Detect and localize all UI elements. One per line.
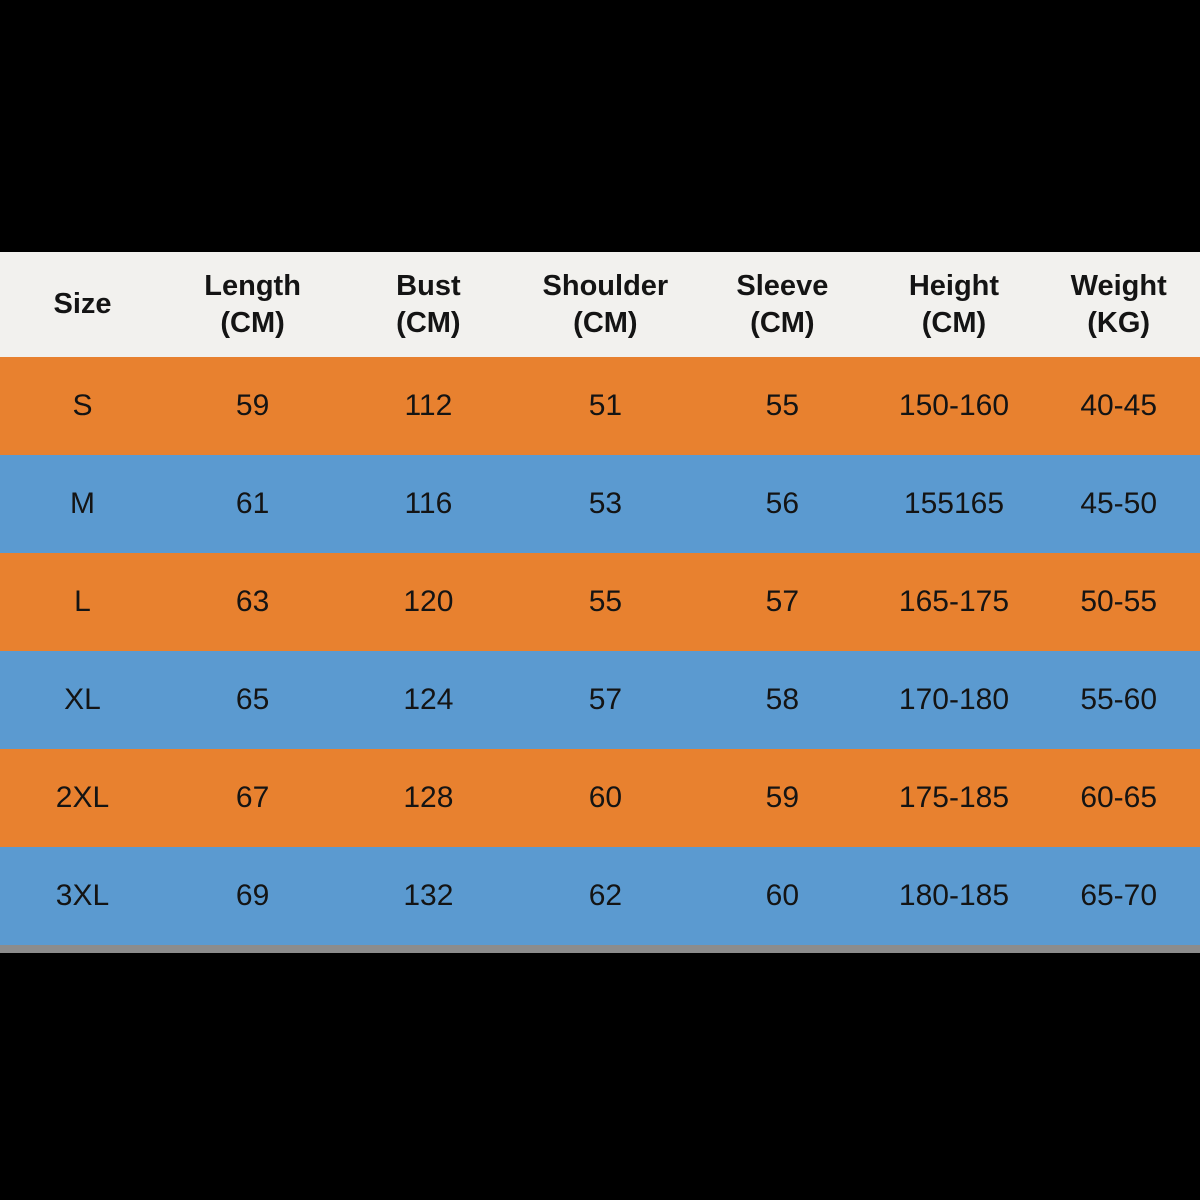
table-cell: 150-160 bbox=[870, 357, 1038, 455]
table-cell: 69 bbox=[165, 847, 341, 945]
table-row-m: M 61 116 53 56 155165 45-50 bbox=[0, 455, 1200, 553]
column-unit: (CM) bbox=[396, 306, 461, 339]
table-cell: 40-45 bbox=[1037, 357, 1200, 455]
table-row-2xl: 2XL 67 128 60 59 175-185 60-65 bbox=[0, 749, 1200, 847]
column-header-bust: Bust (CM) bbox=[340, 252, 517, 357]
column-unit: (CM) bbox=[220, 306, 285, 339]
column-header-size: Size bbox=[0, 252, 165, 357]
table-cell: 170-180 bbox=[870, 651, 1038, 749]
column-title: Shoulder bbox=[542, 269, 669, 302]
table-row-3xl: 3XL 69 132 62 60 180-185 65-70 bbox=[0, 847, 1200, 945]
table-cell: 58 bbox=[694, 651, 871, 749]
row-label: XL bbox=[0, 651, 165, 749]
table-cell: 155165 bbox=[870, 455, 1038, 553]
table-cell: 45-50 bbox=[1037, 455, 1200, 553]
table-cell: 53 bbox=[516, 455, 695, 553]
table-cell: 56 bbox=[694, 455, 871, 553]
table-cell: 60-65 bbox=[1037, 749, 1200, 847]
column-title: Size bbox=[53, 288, 112, 320]
column-unit: (CM) bbox=[921, 306, 987, 339]
table-cell: 59 bbox=[165, 357, 341, 455]
table-cell: 61 bbox=[165, 455, 341, 553]
table-cell: 50-55 bbox=[1037, 553, 1200, 651]
row-label: S bbox=[0, 357, 165, 455]
column-unit: (CM) bbox=[750, 306, 815, 339]
row-label: 3XL bbox=[0, 847, 165, 945]
column-title: Weight bbox=[1070, 269, 1167, 302]
column-header-height: Height (CM) bbox=[870, 252, 1038, 357]
header-row: Size Length (CM) Bust (CM) Shoulder (CM)… bbox=[0, 252, 1200, 357]
table-cell: 51 bbox=[516, 357, 695, 455]
row-label: L bbox=[0, 553, 165, 651]
table-row-l: L 63 120 55 57 165-175 50-55 bbox=[0, 553, 1200, 651]
table-row-s: S 59 112 51 55 150-160 40-45 bbox=[0, 357, 1200, 455]
column-header-weight: Weight (KG) bbox=[1037, 252, 1200, 357]
table-cell: 59 bbox=[694, 749, 871, 847]
column-title: Length bbox=[204, 269, 301, 302]
table-cell: 55 bbox=[516, 553, 695, 651]
table-cell: 60 bbox=[516, 749, 695, 847]
column-title: Bust bbox=[396, 269, 461, 302]
row-label: 2XL bbox=[0, 749, 165, 847]
table-cell: 67 bbox=[165, 749, 341, 847]
table-cell: 60 bbox=[694, 847, 871, 945]
table-cell: 55 bbox=[694, 357, 871, 455]
table-cell: 63 bbox=[165, 553, 341, 651]
table-cell: 124 bbox=[340, 651, 517, 749]
table-cell: 132 bbox=[340, 847, 517, 945]
table-cell: 116 bbox=[340, 455, 517, 553]
table-row-xl: XL 65 124 57 58 170-180 55-60 bbox=[0, 651, 1200, 749]
table-cell: 175-185 bbox=[870, 749, 1038, 847]
column-unit: (CM) bbox=[573, 306, 638, 339]
table-cell: 120 bbox=[340, 553, 517, 651]
table-cell: 65 bbox=[165, 651, 341, 749]
column-unit: (KG) bbox=[1087, 306, 1151, 339]
table-cell: 57 bbox=[516, 651, 695, 749]
row-label: M bbox=[0, 455, 165, 553]
column-title: Height bbox=[908, 269, 1000, 302]
table-cell: 57 bbox=[694, 553, 871, 651]
table-cell: 55-60 bbox=[1037, 651, 1200, 749]
column-header-shoulder: Shoulder (CM) bbox=[516, 252, 695, 357]
size-chart-table: Size Length (CM) Bust (CM) Shoulder (CM)… bbox=[0, 252, 1200, 945]
column-title: Sleeve bbox=[736, 269, 829, 302]
table-bottom-strip bbox=[0, 945, 1200, 953]
table-cell: 62 bbox=[516, 847, 695, 945]
table-cell: 128 bbox=[340, 749, 517, 847]
table-cell: 180-185 bbox=[870, 847, 1038, 945]
column-header-sleeve: Sleeve (CM) bbox=[694, 252, 871, 357]
column-header-length: Length (CM) bbox=[165, 252, 341, 357]
table-cell: 65-70 bbox=[1037, 847, 1200, 945]
table-cell: 165-175 bbox=[870, 553, 1038, 651]
table-cell: 112 bbox=[340, 357, 517, 455]
